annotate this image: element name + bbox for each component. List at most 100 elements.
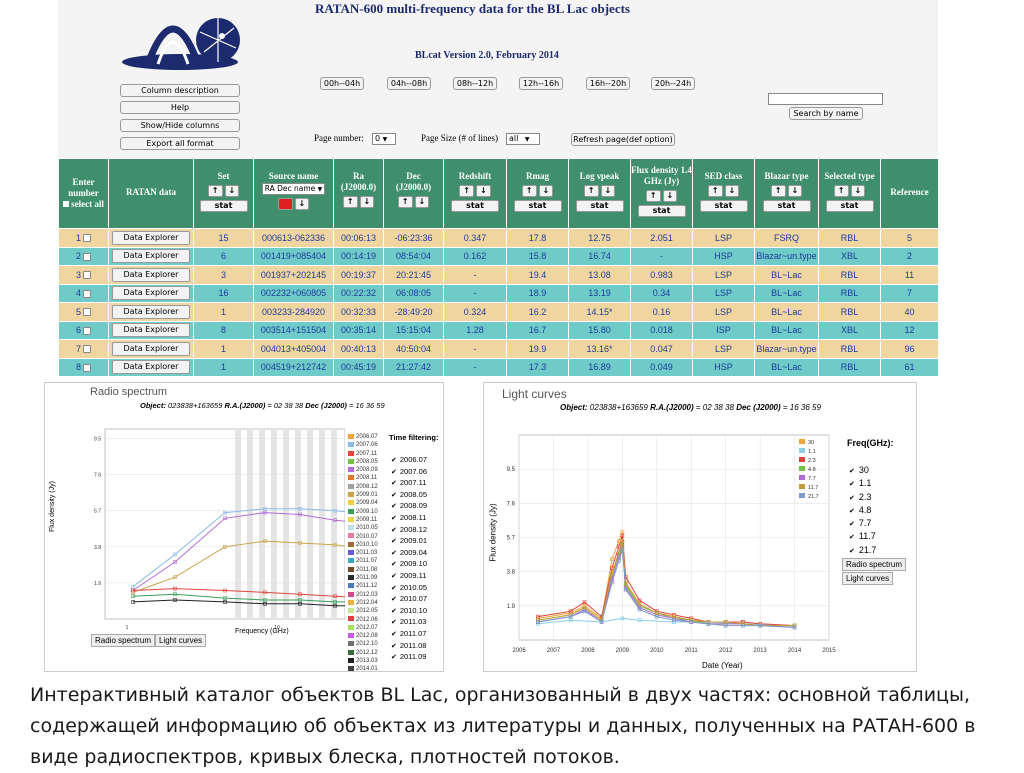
time-button-00-04[interactable]: 00h--04h xyxy=(320,77,364,90)
sort-down-button[interactable]: ↓ xyxy=(476,185,491,197)
legend-entry[interactable]: 2011.09 xyxy=(348,574,378,582)
row-checkbox[interactable] xyxy=(83,234,91,243)
sort-down-button[interactable]: ↓ xyxy=(538,185,554,197)
legend-entry[interactable]: 2013.03 xyxy=(348,657,378,665)
help-button[interactable]: Help xyxy=(120,101,240,114)
sort-up-button[interactable]: ↑ xyxy=(770,185,786,197)
time-filter-item[interactable]: ✔ 2011.03 xyxy=(391,616,427,628)
time-button-12-16[interactable]: 12h--16h xyxy=(519,77,563,90)
stat-button[interactable]: stat xyxy=(825,200,874,212)
export-all-button[interactable]: Export all format xyxy=(120,137,240,150)
freq-item[interactable]: ✔ 7.7 xyxy=(849,517,876,530)
legend-entry[interactable]: 2012.03 xyxy=(348,591,378,599)
sort-down-button[interactable]: ↓ xyxy=(850,185,866,197)
sort-down-button[interactable]: ↓ xyxy=(294,198,310,210)
time-filter-item[interactable]: ✔ 2009.04 xyxy=(391,547,427,559)
search-input[interactable] xyxy=(768,93,883,105)
sort-up-button[interactable]: ↑ xyxy=(397,196,413,208)
sort-up-button[interactable]: ↑ xyxy=(583,185,599,197)
legend-entry[interactable]: 2012.12 xyxy=(348,649,378,657)
sort-down-button[interactable]: ↓ xyxy=(600,185,616,197)
legend-entry[interactable]: 2006.07 xyxy=(348,433,378,441)
row-checkbox[interactable] xyxy=(83,326,91,335)
time-filter-item[interactable]: ✔ 2011.09 xyxy=(391,651,427,663)
sort-down-button[interactable]: ↓ xyxy=(224,185,240,197)
legend-entry[interactable]: 2009.11 xyxy=(348,516,378,524)
light-curves-button[interactable]: Light curves xyxy=(842,572,894,585)
legend-entry[interactable]: 2011.08 xyxy=(348,566,378,574)
sort-up-button[interactable]: ↑ xyxy=(707,185,723,197)
row-checkbox[interactable] xyxy=(83,289,91,298)
time-filter-item[interactable]: ✔ 2010.05 xyxy=(391,582,427,594)
sort-up-button[interactable]: ↑ xyxy=(521,185,537,197)
data-explorer-button[interactable]: Data Explorer xyxy=(112,341,190,356)
time-button-16-20[interactable]: 16h--20h xyxy=(586,77,630,90)
stat-button[interactable]: stat xyxy=(513,200,562,212)
legend-entry[interactable]: 2012.06 xyxy=(348,616,378,624)
data-explorer-button[interactable]: Data Explorer xyxy=(112,267,190,282)
legend-entry[interactable]: 2010.07 xyxy=(348,533,378,541)
sort-up-button[interactable]: ↑ xyxy=(833,185,849,197)
page-number-select[interactable]: 0 ▼ xyxy=(372,133,396,145)
freq-item[interactable]: ✔ 4.8 xyxy=(849,504,876,517)
legend-entry[interactable]: 2007.06 xyxy=(348,441,378,449)
time-filter-item[interactable]: ✔ 2011.08 xyxy=(391,640,427,652)
legend-entry[interactable]: 2009.04 xyxy=(348,499,378,507)
legend-entry[interactable]: 2007.11 xyxy=(348,450,378,458)
time-filter-item[interactable]: ✔ 2007.11 xyxy=(391,477,427,489)
legend-entry[interactable]: 2008.12 xyxy=(348,483,378,491)
sort-up-button[interactable]: ↑ xyxy=(207,185,223,197)
data-explorer-button[interactable]: Data Explorer xyxy=(112,323,190,338)
row-checkbox[interactable] xyxy=(83,271,91,280)
time-filter-item[interactable]: ✔ 2008.12 xyxy=(391,524,427,536)
legend-entry[interactable]: 2011.07 xyxy=(348,557,378,565)
time-button-08-12[interactable]: 08h--12h xyxy=(453,77,497,90)
sort-down-button[interactable]: ↓ xyxy=(787,185,803,197)
time-filter-item[interactable]: ✔ 2008.05 xyxy=(391,489,427,501)
row-checkbox[interactable] xyxy=(83,363,91,372)
freq-item[interactable]: ✔ 21.7 xyxy=(849,544,876,557)
freq-item[interactable]: ✔ 30 xyxy=(849,464,876,477)
time-filter-item[interactable]: ✔ 2009.01 xyxy=(391,535,427,547)
sort-up-button[interactable]: ↑ xyxy=(459,185,474,197)
time-button-04-08[interactable]: 04h--08h xyxy=(387,77,431,90)
legend-entry[interactable]: 2010.05 xyxy=(348,524,378,532)
select-all-checkbox[interactable] xyxy=(63,201,70,207)
time-filter-item[interactable]: ✔ 2010.10 xyxy=(391,605,427,617)
stat-button[interactable]: stat xyxy=(199,200,248,212)
radio-spectrum-button[interactable]: Radio spectrum xyxy=(91,634,156,647)
legend-entry[interactable]: 2012.10 xyxy=(348,640,378,648)
page-size-select[interactable]: all ▼ xyxy=(506,133,540,145)
time-filter-item[interactable]: ✔ 2008.11 xyxy=(391,512,427,524)
sort-down-button[interactable]: ↓ xyxy=(662,190,678,202)
sort-up-button[interactable]: ↑ xyxy=(342,196,358,208)
stat-button[interactable]: stat xyxy=(575,200,624,212)
data-explorer-button[interactable]: Data Explorer xyxy=(112,360,190,375)
legend-entry[interactable]: 2009.10 xyxy=(348,508,378,516)
sort-up-button-active[interactable]: ↑ xyxy=(277,198,293,210)
legend-entry[interactable]: 2008.11 xyxy=(348,474,378,482)
row-checkbox[interactable] xyxy=(83,345,91,354)
time-filter-item[interactable]: ✔ 2006.07 xyxy=(391,454,427,466)
legend-entry[interactable]: 2009.01 xyxy=(348,491,378,499)
legend-entry[interactable]: 2012.08 xyxy=(348,632,378,640)
legend-entry[interactable]: 2014.01 xyxy=(348,665,378,673)
legend-entry[interactable]: 2008.05 xyxy=(348,458,378,466)
radio-spectrum-button[interactable]: Radio spectrum xyxy=(842,558,907,571)
legend-entry[interactable]: 2011.03 xyxy=(348,549,378,557)
sort-up-button[interactable]: ↑ xyxy=(645,190,661,202)
freq-item[interactable]: ✔ 1.1 xyxy=(849,477,876,490)
column-description-button[interactable]: Column description xyxy=(120,84,240,97)
time-filter-item[interactable]: ✔ 2009.10 xyxy=(391,558,427,570)
time-filter-item[interactable]: ✔ 2009.11 xyxy=(391,570,427,582)
time-filter-item[interactable]: ✔ 2007.06 xyxy=(391,466,427,478)
sort-down-button[interactable]: ↓ xyxy=(414,196,430,208)
time-filter-item[interactable]: ✔ 2008.09 xyxy=(391,500,427,512)
source-sort-select[interactable]: RA Dec name ▼ xyxy=(261,183,326,195)
freq-item[interactable]: ✔ 11.7 xyxy=(849,530,876,543)
data-explorer-button[interactable]: Data Explorer xyxy=(112,304,190,319)
data-explorer-button[interactable]: Data Explorer xyxy=(112,230,190,245)
legend-entry[interactable]: 2008.09 xyxy=(348,466,378,474)
row-checkbox[interactable] xyxy=(83,308,91,317)
legend-entry[interactable]: 2010.10 xyxy=(348,541,378,549)
